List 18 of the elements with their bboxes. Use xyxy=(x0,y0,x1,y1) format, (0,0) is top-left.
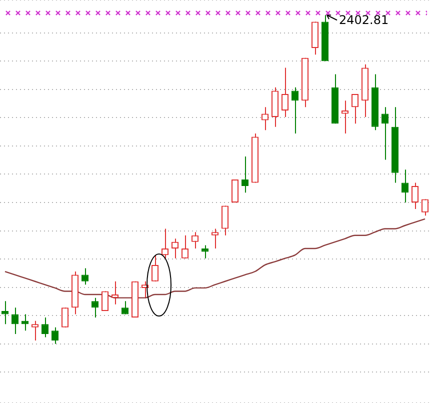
candlestick xyxy=(222,205,228,236)
candlestick xyxy=(242,156,248,194)
candlestick xyxy=(292,86,298,134)
candlestick xyxy=(352,94,358,124)
candlestick xyxy=(112,280,118,305)
candlestick xyxy=(402,169,408,203)
candlestick xyxy=(32,320,38,342)
candlestick xyxy=(282,67,288,118)
annotation: 2402.81 xyxy=(339,13,389,28)
candlestick xyxy=(82,268,88,286)
candlestick xyxy=(92,297,98,318)
candlestick xyxy=(152,254,158,282)
candlestick xyxy=(412,182,418,210)
candlestick xyxy=(202,244,208,259)
candlestick xyxy=(382,106,388,160)
candlestick xyxy=(232,178,238,203)
candlestick xyxy=(212,228,218,250)
candlestick xyxy=(102,290,108,312)
